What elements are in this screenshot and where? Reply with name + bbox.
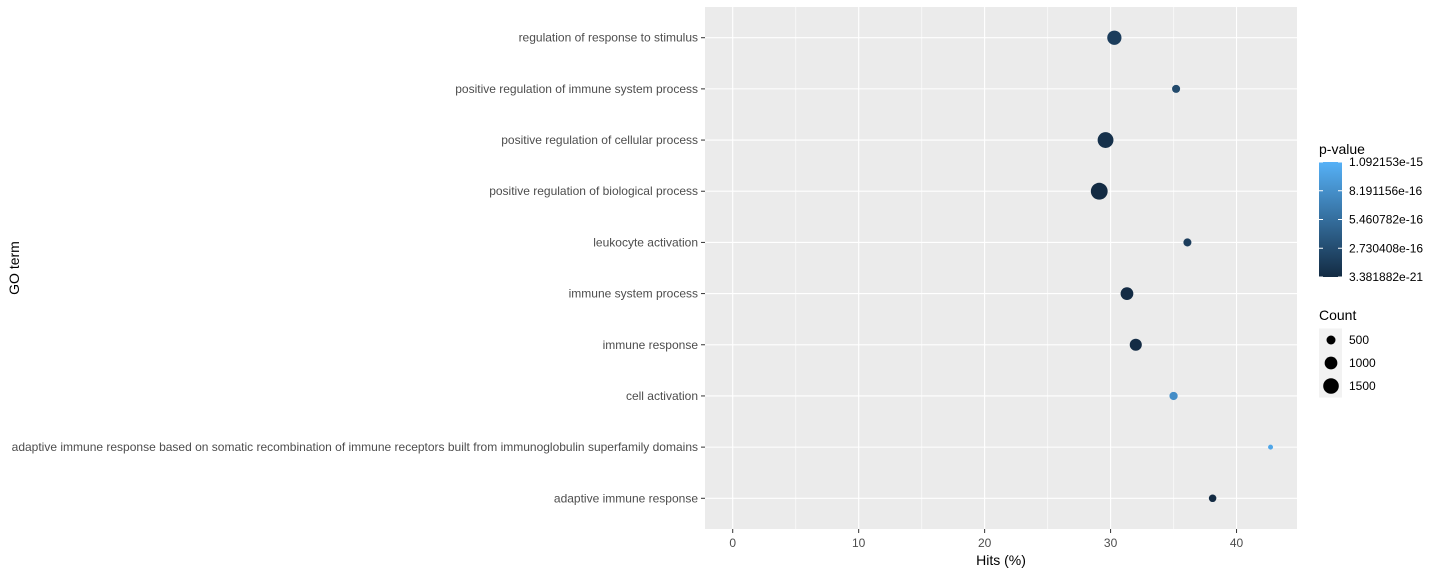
color-legend: p-value 1.092153e-15 8.191156e-16 5.460782… <box>1319 141 1423 284</box>
data-point <box>1169 391 1178 401</box>
x-tick-label: 30 <box>1104 536 1118 550</box>
size-legend-label: 1500 <box>1349 379 1376 393</box>
size-legend-point <box>1323 378 1339 394</box>
data-point <box>1172 84 1181 93</box>
plot-panel <box>705 7 1297 529</box>
size-legend: Count 500 1000 1500 <box>1319 307 1376 398</box>
y-tick-label: positive regulation of immune system pro… <box>455 82 698 96</box>
color-legend-label: 8.191156e-16 <box>1349 184 1423 198</box>
x-tick-label: 10 <box>852 536 866 550</box>
color-legend-bar <box>1319 162 1342 277</box>
x-tick-label: 40 <box>1230 536 1244 550</box>
color-legend-label: 2.730408e-16 <box>1349 241 1423 255</box>
x-axis-title: Hits (%) <box>976 552 1026 568</box>
size-legend-label: 1000 <box>1349 356 1376 370</box>
size-legend-point <box>1326 335 1336 345</box>
y-tick-label: immune response <box>603 338 699 352</box>
y-tick-label: adaptive immune response <box>554 491 698 505</box>
major-gridlines <box>705 7 1297 529</box>
y-tick-label: positive regulation of cellular process <box>501 133 698 147</box>
y-axis: adaptive immune response adaptive immune … <box>12 31 705 505</box>
data-point <box>1120 287 1134 300</box>
size-legend-label: 500 <box>1349 333 1369 347</box>
data-point <box>1097 132 1114 148</box>
x-tick-label: 20 <box>978 536 992 550</box>
data-point <box>1183 238 1192 247</box>
color-legend-label: 1.092153e-15 <box>1349 155 1423 169</box>
y-tick-label: immune system process <box>569 287 698 301</box>
x-tick-label: 0 <box>729 536 736 550</box>
color-legend-title: p-value <box>1319 141 1365 157</box>
y-tick-label: regulation of response to stimulus <box>519 31 698 45</box>
size-legend-point <box>1324 356 1338 370</box>
x-axis: 0 10 20 30 40 <box>729 529 1244 550</box>
y-axis-title: GO term <box>6 241 22 295</box>
color-legend-label: 3.381882e-21 <box>1349 270 1423 284</box>
data-points <box>1090 30 1274 503</box>
minor-gridlines <box>795 7 1175 529</box>
data-point <box>1208 494 1217 503</box>
data-point <box>1107 30 1122 45</box>
y-tick-label: positive regulation of biological proces… <box>489 184 698 198</box>
data-point <box>1129 338 1142 351</box>
data-point <box>1268 444 1274 450</box>
y-tick-label: adaptive immune response based on somati… <box>12 440 698 454</box>
size-legend-title: Count <box>1319 307 1356 323</box>
y-tick-label: cell activation <box>626 389 698 403</box>
y-tick-label: leukocyte activation <box>593 235 698 249</box>
data-point <box>1090 182 1108 200</box>
color-legend-label: 5.460782e-16 <box>1349 213 1423 227</box>
